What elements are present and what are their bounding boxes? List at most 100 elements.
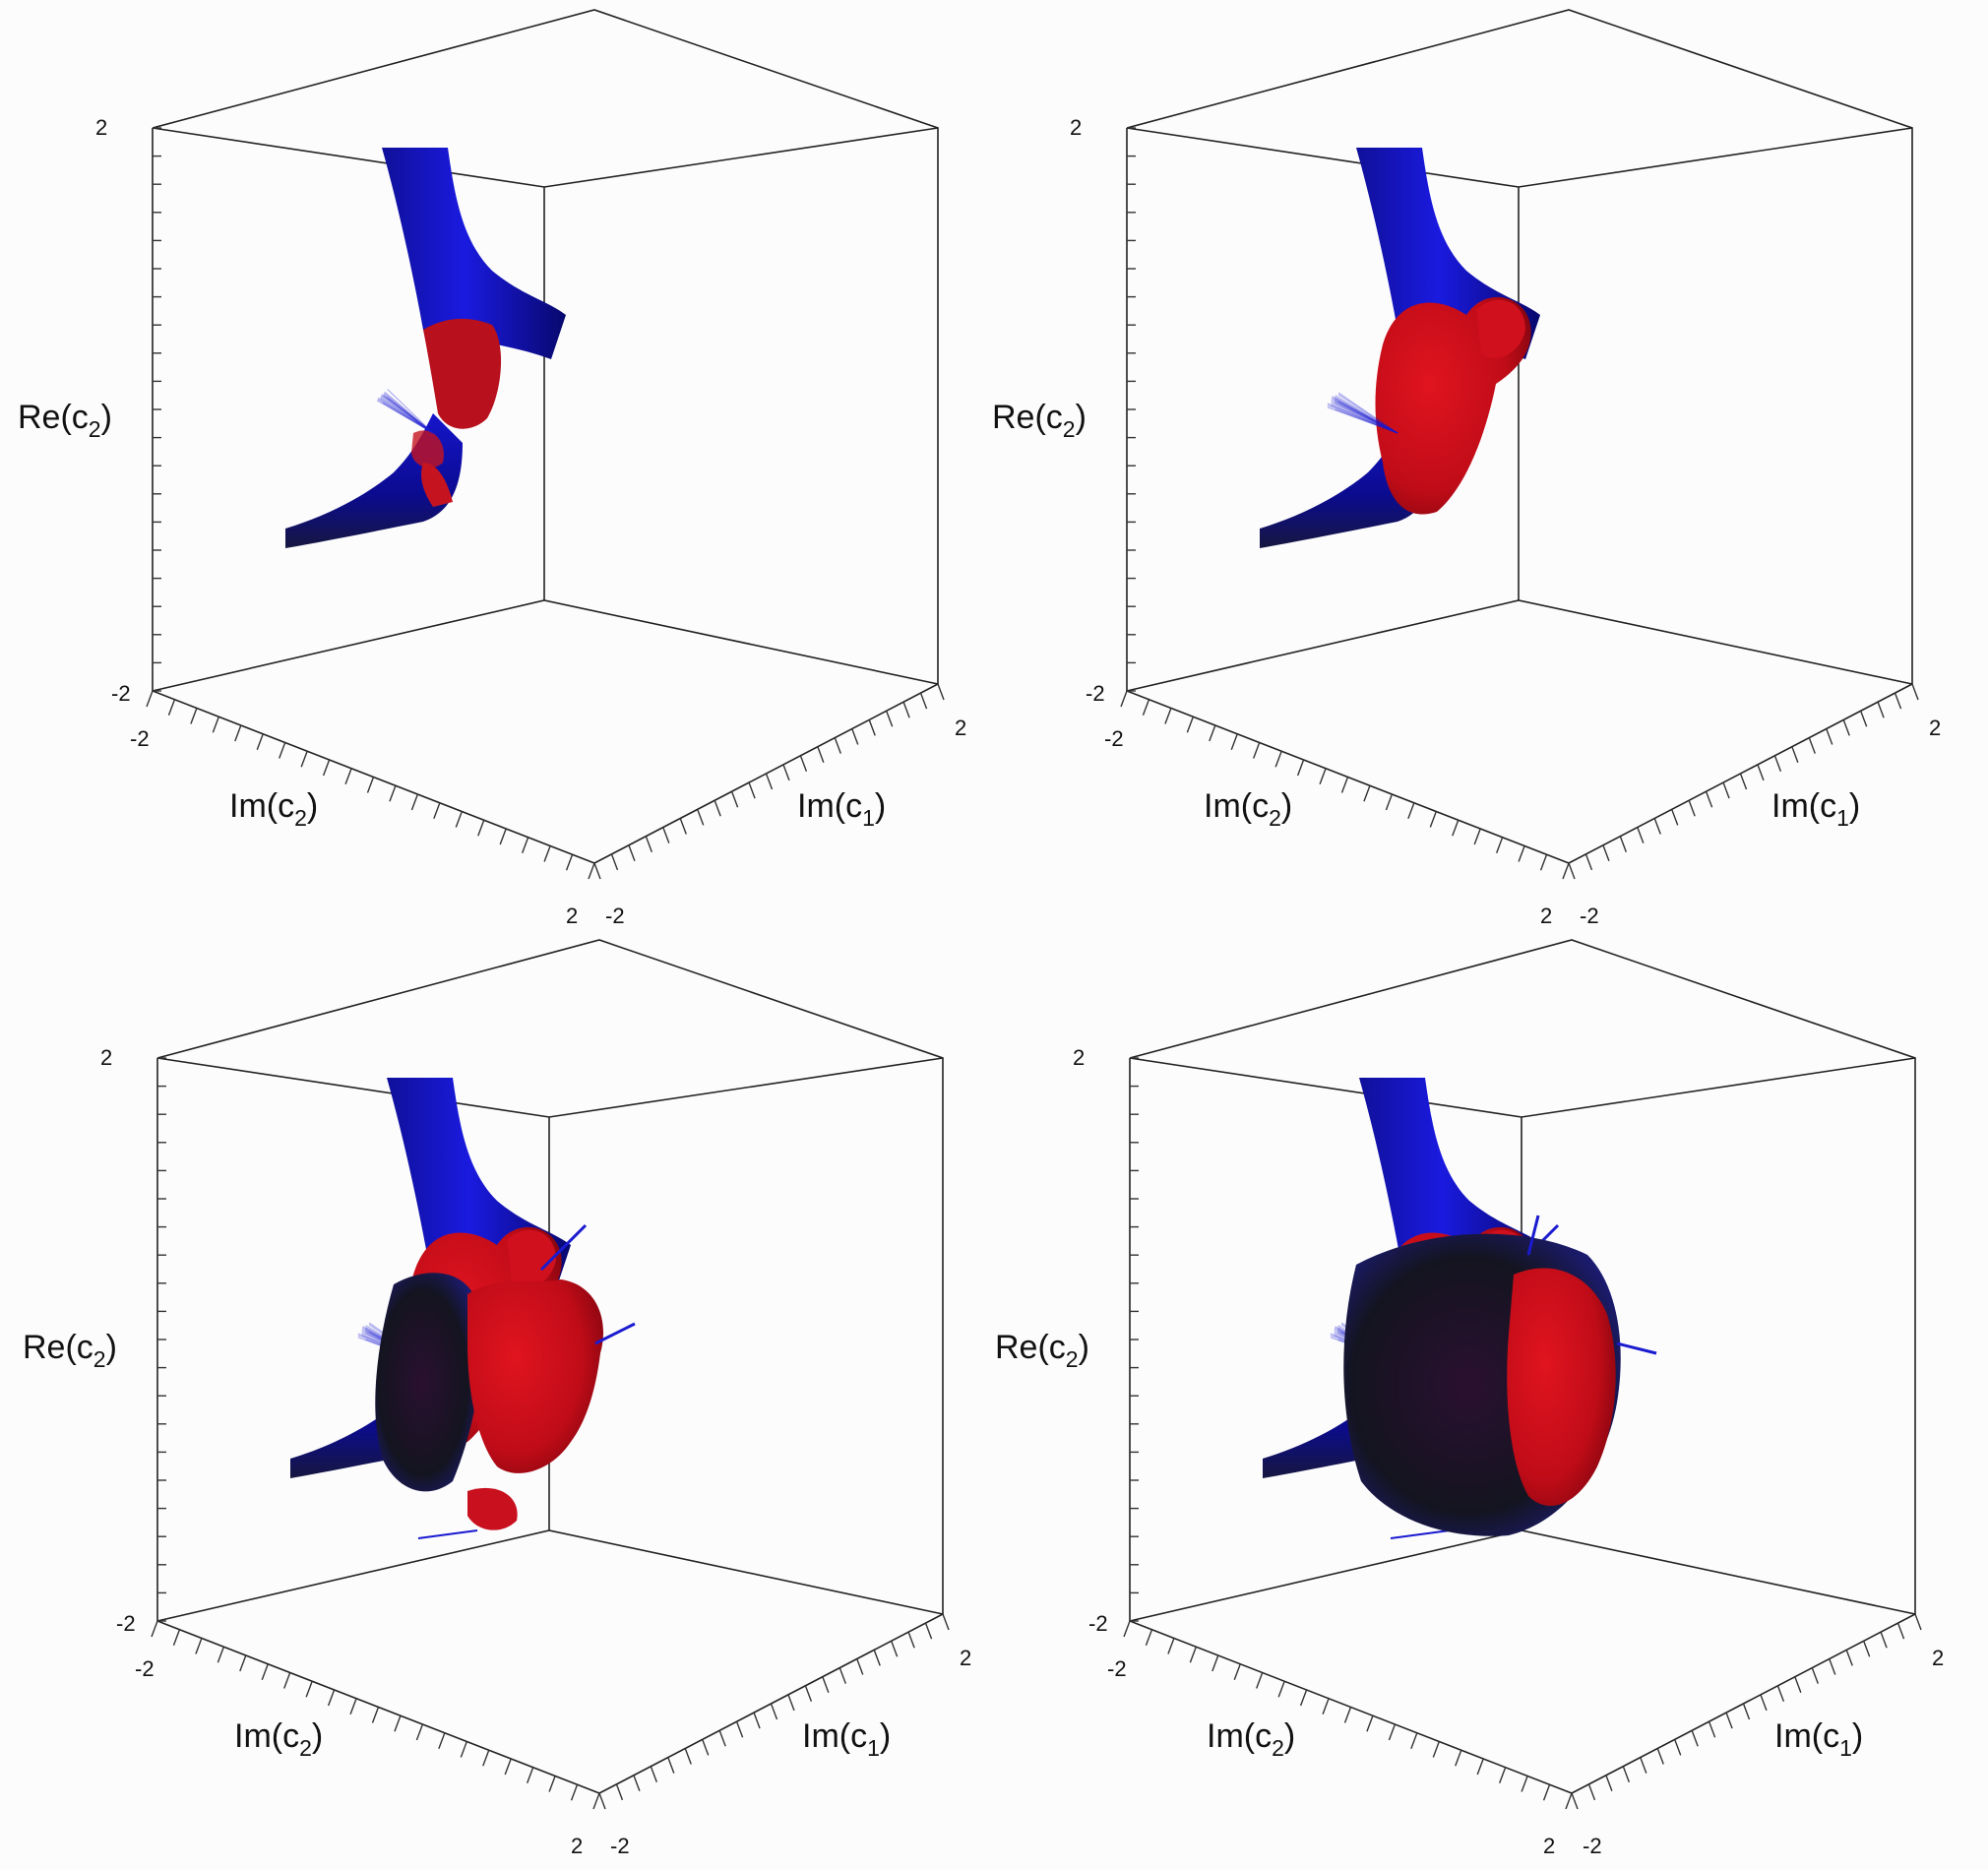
- im2-tick: [433, 802, 441, 819]
- im1-tick: [1757, 764, 1765, 781]
- im2-axis-title: Im(c2): [1204, 787, 1293, 831]
- spike-streak: [1335, 396, 1398, 434]
- im2-axis-ticks: [1123, 1620, 1573, 1810]
- spike-streak: [1334, 400, 1398, 434]
- im2-tick: [1253, 742, 1261, 759]
- upper-blue-tentacle: [382, 148, 566, 359]
- spike-streak: [1335, 408, 1398, 434]
- im1-tick: [919, 692, 928, 710]
- render-3d: [151, 939, 950, 1810]
- re-axis-ticks: [1130, 1057, 1139, 1622]
- spike-streak: [1331, 405, 1398, 434]
- im1-tick: [1568, 862, 1576, 880]
- im1-tick: [1725, 1712, 1733, 1729]
- re-axis-ticks: [153, 127, 161, 692]
- im2-tick: [504, 1758, 512, 1776]
- re-axis-ticks: [1127, 127, 1136, 692]
- spike-streak: [1327, 405, 1398, 434]
- im2-tick: [1410, 1732, 1418, 1749]
- im2-tick: [327, 1689, 336, 1707]
- im2-tick: [548, 1776, 556, 1792]
- im1-tick: [868, 719, 876, 736]
- im1-tick: [1602, 844, 1610, 862]
- im1-tick: [1842, 719, 1850, 736]
- im2-tick: [482, 1750, 490, 1767]
- im2-tick: [570, 1784, 579, 1801]
- im2-axis-ticks: [146, 690, 595, 880]
- spike-streak: [377, 399, 434, 434]
- box-edges: [1126, 9, 1913, 864]
- im2-axis-title: Im(c2): [234, 1717, 324, 1761]
- im2-tick: [1385, 793, 1394, 811]
- panel-b: 2 -2 Re(c2) -2 2 Im(c2) -2 2 Im(c1): [974, 0, 1968, 935]
- im2-axis-ticks: [1120, 690, 1570, 880]
- im1-tick: [593, 862, 601, 880]
- im1-tick: [765, 773, 774, 790]
- im2-tick: [526, 1767, 534, 1783]
- im2-axis-max-label: 2: [1543, 1834, 1556, 1858]
- im2-tick: [167, 699, 176, 716]
- im1-tick: [748, 781, 756, 799]
- im1-tick: [890, 1641, 899, 1657]
- im2-tick: [195, 1638, 203, 1654]
- render-3d: [146, 9, 945, 880]
- im2-tick: [1388, 1723, 1397, 1741]
- im1-tick: [924, 1622, 933, 1640]
- im1-tick: [817, 746, 825, 763]
- im1-tick: [1826, 728, 1833, 745]
- im2-tick: [588, 862, 595, 880]
- im2-tick: [1189, 1647, 1198, 1663]
- spike-streak: [383, 392, 434, 434]
- im1-tick: [702, 1739, 710, 1756]
- re-axis-max-label: 2: [95, 115, 108, 140]
- im1-tick: [851, 728, 859, 745]
- im2-axis-min-label: -2: [1107, 1656, 1127, 1681]
- im1-tick: [1587, 1783, 1596, 1801]
- im1-axis-title: Im(c1): [797, 787, 887, 831]
- im1-axis-max-label: 2: [1932, 1646, 1945, 1670]
- fractal-surface: [285, 148, 566, 548]
- re-axis-title: Re(c2): [992, 399, 1087, 442]
- im2-tick: [565, 854, 574, 871]
- im2-tick: [1299, 1689, 1308, 1707]
- im2-axis-min-label: -2: [130, 726, 150, 751]
- im1-tick: [1894, 692, 1902, 710]
- im2-tick: [190, 708, 198, 724]
- blue-spike: [539, 1223, 588, 1272]
- im1-tick: [1640, 1757, 1647, 1774]
- im2-tick: [1542, 1784, 1551, 1801]
- im1-tick: [1671, 809, 1679, 826]
- spike-streak: [1331, 397, 1398, 434]
- im2-tick: [460, 1741, 467, 1758]
- im2-tick: [151, 1620, 158, 1638]
- im2-tick: [1473, 828, 1481, 845]
- im1-tick: [679, 818, 687, 835]
- im1-tick: [885, 711, 894, 727]
- im1-tick: [598, 1792, 606, 1810]
- im1-tick: [834, 737, 841, 754]
- im2-tick: [1142, 699, 1150, 716]
- red-lower-bulb: [467, 1487, 518, 1530]
- im2-tick: [256, 733, 264, 750]
- im1-tick: [1877, 701, 1885, 718]
- spike-streak: [1327, 406, 1398, 434]
- re-axis-min-label: -2: [1088, 1611, 1108, 1636]
- spike-streak: [1331, 401, 1398, 434]
- im1-tick: [735, 1720, 744, 1738]
- im2-axis-min-label: -2: [135, 1656, 155, 1681]
- spike-streak: [1334, 398, 1398, 434]
- im2-tick: [1167, 1638, 1175, 1654]
- im1-tick: [610, 853, 619, 871]
- im2-tick: [1366, 1715, 1374, 1732]
- im1-tick: [1808, 737, 1816, 754]
- im2-tick: [1539, 854, 1548, 871]
- red-side-bulb: [507, 1229, 556, 1288]
- im2-tick: [1123, 1620, 1131, 1638]
- im2-tick: [1476, 1758, 1484, 1776]
- spike-streak: [379, 398, 434, 434]
- im2-tick: [1452, 820, 1460, 837]
- im1-tick: [645, 836, 653, 852]
- im2-tick: [239, 1654, 247, 1672]
- panel-a: 2 -2 Re(c2) -2 2 Im(c2) -2 2 Im(c1): [0, 0, 994, 935]
- spike-streak: [382, 402, 434, 434]
